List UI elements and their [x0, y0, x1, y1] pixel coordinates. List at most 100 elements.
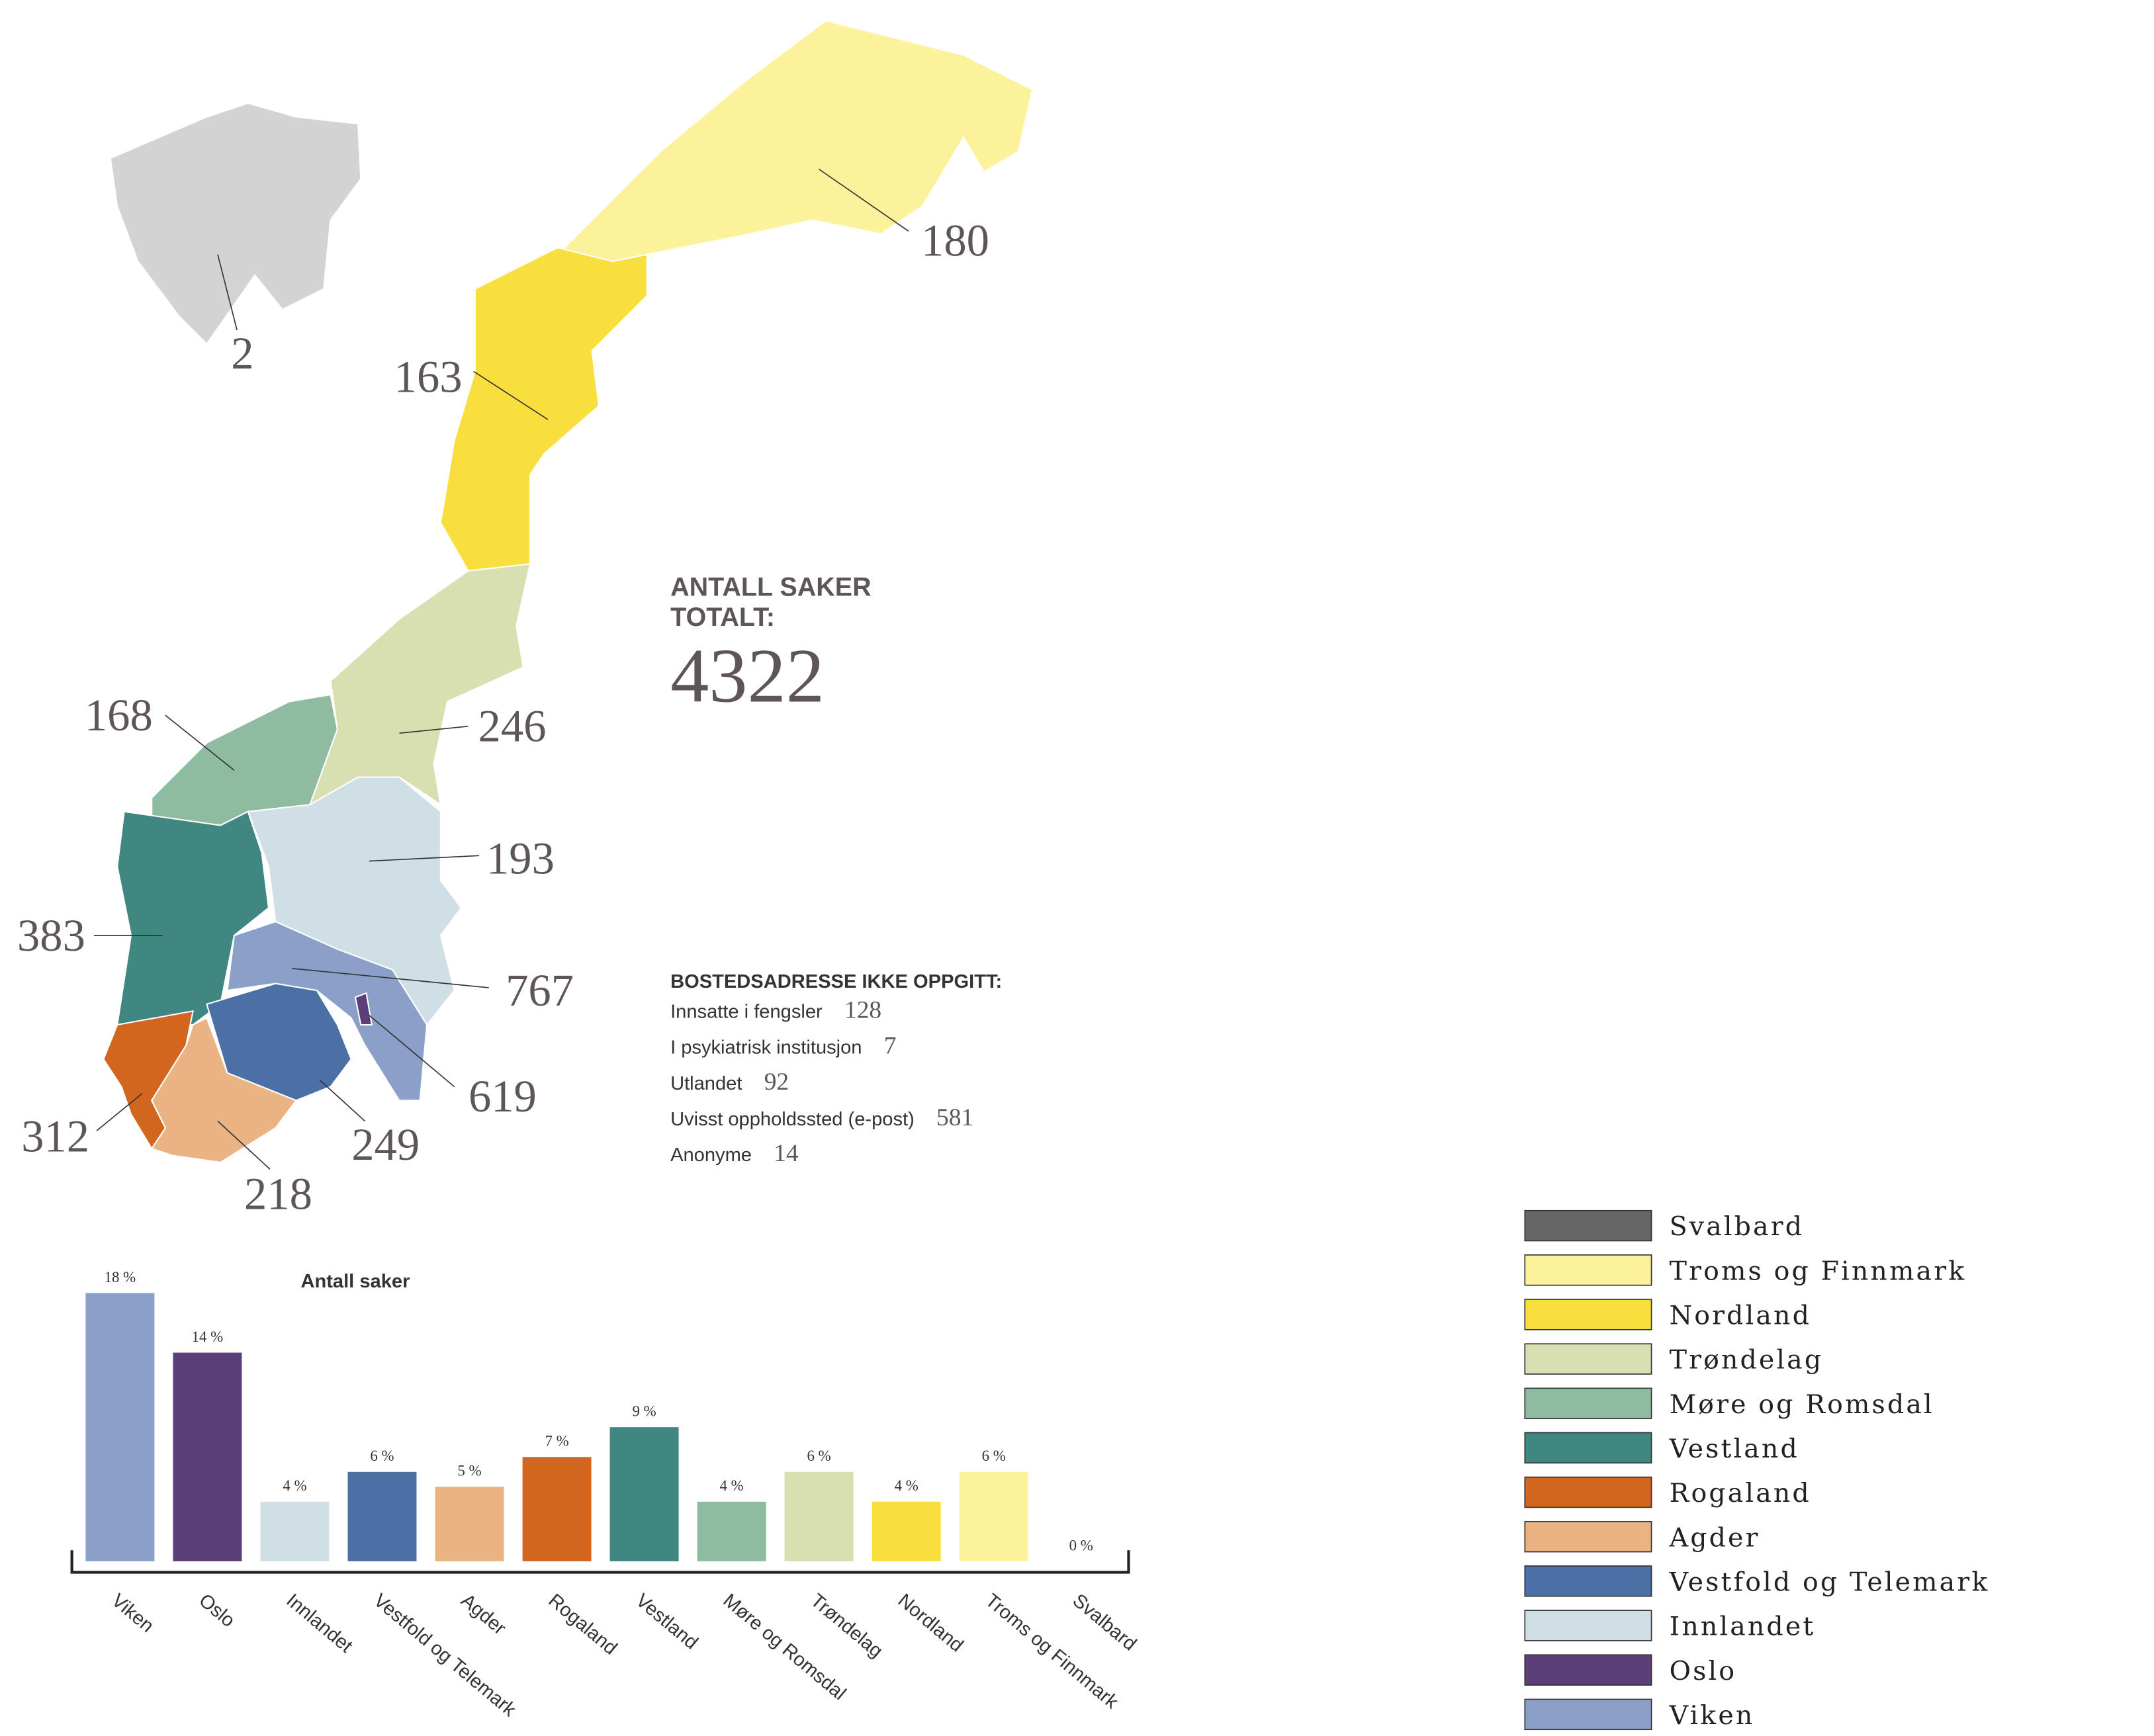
legend-label: Møre og Romsdal	[1670, 1389, 1934, 1420]
bar	[609, 1427, 679, 1561]
bar-chart: Antall saker 18 % Viken 14 % Oslo 4 % Innland…	[70, 1269, 1141, 1721]
x-tick-label: Innlandet	[282, 1590, 356, 1657]
region-vestland	[116, 810, 270, 1026]
total-title: ANTALL SAKER	[670, 572, 872, 601]
legend-label: Vestfold og Telemark	[1669, 1567, 1990, 1597]
bar	[959, 1471, 1028, 1561]
unspecified-block: BOSTEDSADRESSE IKKE OPPGITT: Innsatte i …	[670, 971, 1002, 1167]
x-tick-label: Nordland	[894, 1590, 967, 1656]
x-tick-label: Trøndelag	[807, 1590, 887, 1662]
region-svalbard	[109, 102, 362, 345]
legend: Svalbard Troms og Finnmark Nordland Trøndel…	[1524, 1209, 1990, 1731]
leader-line	[473, 370, 549, 420]
legend-label: Nordland	[1670, 1300, 1811, 1330]
legend-swatch	[1524, 1610, 1652, 1641]
total-title: TOTALT:	[670, 603, 775, 632]
row-label: Anonyme	[670, 1145, 752, 1166]
leader-line	[399, 726, 469, 734]
region-value: 193	[486, 833, 555, 883]
x-tick-label: Agder	[457, 1590, 510, 1639]
x-tick-label: Oslo	[195, 1590, 238, 1631]
x-tick-label: Vestland	[632, 1590, 702, 1653]
value-label: 6 %	[370, 1448, 394, 1464]
leader-line	[319, 1079, 366, 1122]
region-value: 218	[244, 1169, 312, 1219]
legend-swatch	[1524, 1476, 1652, 1508]
value-label: 18 %	[105, 1269, 136, 1285]
legend-label: Svalbard	[1670, 1211, 1805, 1242]
value-label: 7 %	[545, 1433, 568, 1450]
chart-title: Antall saker	[300, 1271, 410, 1292]
row-value: 581	[936, 1104, 973, 1131]
value-label: 9 %	[632, 1403, 656, 1420]
row-value: 14	[774, 1140, 799, 1167]
unspecified-row: Innsatte i fengsler 128	[670, 997, 881, 1024]
bar	[697, 1501, 766, 1561]
unspecified-row: Utlandet 92	[670, 1068, 789, 1096]
row-value: 92	[764, 1068, 789, 1096]
legend-swatch	[1524, 1565, 1652, 1597]
total-block: ANTALL SAKER TOTALT: 4322	[670, 572, 872, 718]
value-label: 4 %	[720, 1477, 744, 1494]
leader-line	[217, 254, 238, 331]
region-value: 168	[85, 690, 153, 740]
leader-line	[819, 169, 909, 232]
value-label: 4 %	[283, 1477, 306, 1494]
bar	[347, 1471, 417, 1561]
map	[103, 20, 1034, 1164]
legend-label: Trøndelag	[1670, 1345, 1824, 1375]
legend-label: Rogaland	[1670, 1478, 1811, 1508]
legend-swatch	[1524, 1209, 1652, 1242]
unspecified-title: BOSTEDSADRESSE IKKE OPPGITT:	[670, 971, 1002, 992]
region-value: 180	[921, 216, 989, 266]
value-label: 14 %	[192, 1328, 224, 1345]
region-value: 246	[478, 701, 547, 752]
value-label: 6 %	[982, 1448, 1006, 1464]
value-label: 6 %	[807, 1448, 831, 1464]
region-value: 619	[469, 1071, 537, 1121]
row-label: Innsatte i fengsler	[670, 1002, 823, 1023]
total-value: 4322	[670, 633, 825, 718]
legend-label: Agder	[1669, 1522, 1760, 1553]
unspecified-row: I psykiatrisk institusjon 7	[670, 1033, 896, 1060]
bar	[260, 1501, 330, 1561]
row-label: Utlandet	[670, 1073, 742, 1094]
region-trondelag	[308, 563, 531, 806]
unspecified-row: Anonyme 14	[670, 1140, 799, 1167]
value-label: 4 %	[895, 1477, 919, 1494]
region-oslo	[354, 992, 373, 1026]
row-value: 7	[884, 1033, 897, 1060]
region-nordland	[439, 247, 648, 572]
region-value: 312	[21, 1111, 89, 1161]
bar	[522, 1457, 592, 1561]
bar	[85, 1293, 155, 1561]
region-value: 383	[17, 910, 85, 961]
region-value: 767	[506, 965, 574, 1016]
legend-label: Viken	[1669, 1700, 1755, 1731]
legend-swatch	[1524, 1387, 1652, 1419]
leader-lines	[93, 169, 909, 1170]
legend-swatch	[1524, 1432, 1652, 1464]
x-tick-label: Rogaland	[544, 1590, 621, 1659]
legend-label: Vestland	[1669, 1434, 1799, 1464]
unspecified-row: Uvisst oppholdssted (e-post) 581	[670, 1104, 973, 1131]
leader-line	[96, 1093, 143, 1131]
legend-swatch	[1524, 1343, 1652, 1375]
bar	[435, 1487, 504, 1561]
region-value: 2	[231, 328, 253, 378]
x-tick-label: Svalbard	[1069, 1590, 1141, 1655]
bar	[173, 1352, 242, 1561]
x-tick-label: Vestfold og Telemark	[369, 1590, 519, 1721]
legend-swatch	[1524, 1654, 1652, 1686]
legend-label: Innlandet	[1670, 1612, 1816, 1642]
legend-label: Oslo	[1670, 1656, 1737, 1686]
region-value: 249	[351, 1119, 420, 1170]
region-value: 163	[394, 352, 463, 402]
leader-line	[217, 1120, 271, 1170]
axis-bracket	[70, 1550, 1130, 1574]
legend-swatch	[1524, 1521, 1652, 1553]
leader-line	[292, 967, 489, 988]
leader-line	[369, 855, 480, 862]
row-label: I psykiatrisk institusjon	[670, 1037, 862, 1059]
leader-line	[165, 715, 235, 771]
